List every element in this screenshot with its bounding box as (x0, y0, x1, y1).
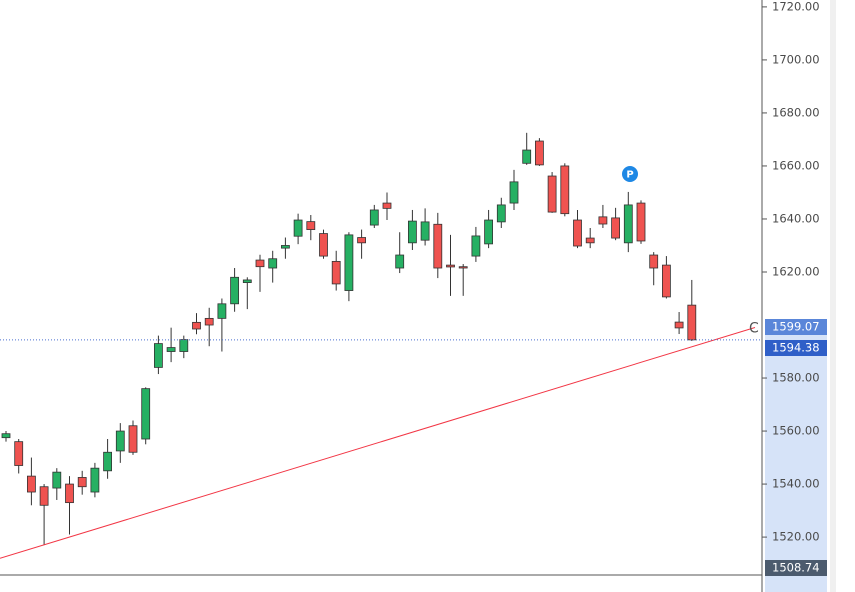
candle-body (662, 264, 671, 298)
candle-body (192, 321, 201, 330)
candle-body (636, 202, 646, 242)
candle-body (535, 140, 544, 166)
candle-body (230, 276, 240, 305)
y-tick-label: 1560.00 (772, 424, 820, 438)
y-tick-label: 1680.00 (772, 105, 820, 119)
cursor-price-tag-bg (765, 560, 827, 576)
y-tick-label: 1700.00 (772, 52, 820, 66)
candle-body (153, 343, 163, 368)
candle-body (217, 303, 227, 319)
candle-body (141, 388, 151, 440)
last-price-tag: 1594.38 (772, 341, 820, 355)
candle-body (52, 471, 62, 489)
trend-handle: C (749, 320, 759, 336)
candle-body (420, 221, 430, 241)
y-tick-label: 1640.00 (772, 211, 820, 225)
candle-body (90, 467, 100, 493)
candle-body (65, 483, 74, 504)
candle-body (115, 430, 125, 452)
candle-body (268, 258, 278, 269)
trend-line (0, 326, 756, 559)
candle-body (26, 475, 36, 493)
candle-body (369, 209, 379, 226)
candle-body (407, 220, 417, 244)
candle-body (166, 347, 176, 352)
candle-body (77, 477, 87, 488)
candle-body (242, 279, 252, 283)
candle-body (204, 317, 214, 326)
candle-body (128, 425, 138, 453)
candle-body (280, 245, 290, 249)
candle-body (331, 260, 341, 285)
y-tick-label: 1720.00 (772, 0, 820, 13)
candle-body (319, 233, 328, 257)
candle-body (674, 321, 684, 329)
candle-body (496, 204, 506, 223)
candle-body (255, 259, 265, 268)
candle-body (484, 219, 494, 245)
candle-body (598, 216, 608, 225)
scrollbar (830, 0, 836, 592)
trend-price-tag-bg (765, 319, 827, 335)
y-tick-label: 1580.00 (772, 371, 820, 385)
axis-highlight (765, 320, 827, 592)
candle-body (446, 264, 455, 268)
candle-body (458, 266, 468, 269)
candle-body (560, 165, 570, 215)
candle-body (344, 234, 354, 291)
candle-body (293, 219, 303, 237)
candle-body (306, 221, 316, 230)
candle-body (623, 204, 633, 244)
candle-body (382, 202, 392, 209)
candle-body (1, 433, 11, 439)
candle-body (687, 304, 697, 341)
candle-body (179, 339, 189, 352)
candle-body (357, 237, 367, 244)
trend-price-tag: 1599.07 (772, 320, 820, 334)
event-marker (622, 166, 638, 182)
candle-body (14, 441, 24, 466)
event-marker-label: P (626, 170, 633, 181)
candle-body (39, 486, 49, 506)
candle-body (509, 181, 519, 204)
y-tick-label: 1520.00 (772, 530, 820, 544)
candle-body (522, 149, 532, 164)
candle-body (547, 175, 557, 213)
y-tick-label: 1620.00 (772, 264, 820, 278)
candle-body (585, 237, 595, 244)
candle-body (103, 451, 112, 472)
candle-body (471, 235, 481, 257)
candle-body (611, 217, 620, 239)
candle-body (395, 254, 405, 269)
candle-body (433, 223, 443, 269)
cursor-price-tag: 1508.74 (772, 561, 820, 575)
last-price-tag-bg (765, 340, 827, 356)
candle-body (649, 254, 659, 269)
y-tick-label: 1540.00 (772, 477, 820, 491)
candle-body (573, 219, 582, 247)
y-tick-label: 1660.00 (772, 158, 820, 172)
